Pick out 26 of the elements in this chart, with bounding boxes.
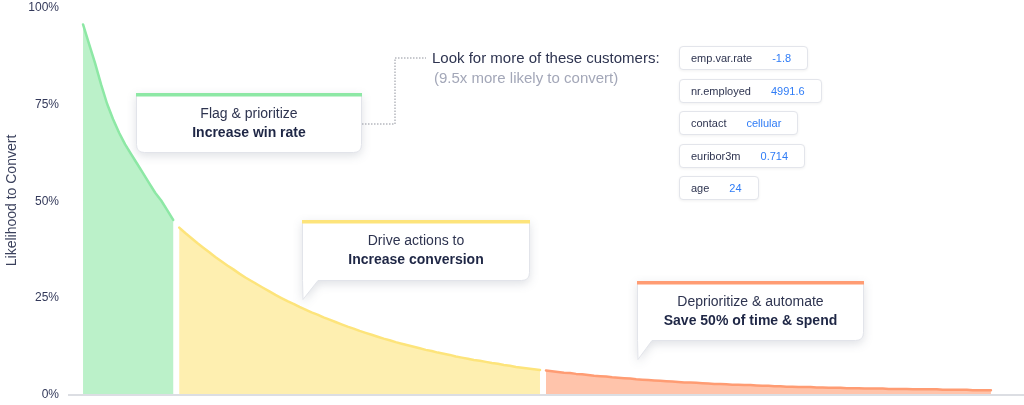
annotation: emp.var.rate: [691, 52, 753, 64]
y-tick-label: 50%: [34, 193, 60, 208]
annotation: cellular: [746, 117, 782, 129]
tag-box: age 24: [679, 176, 759, 200]
annotation: nr.employed: [691, 84, 751, 97]
annotation: euribor3m: [691, 149, 741, 162]
tag-box: contact cellular: [679, 111, 799, 135]
annotation: (9.5x more likely to convert): [434, 69, 619, 87]
annotation: 24: [729, 182, 742, 194]
tag-box: nr.employed 4991.6: [679, 78, 822, 103]
y-tick-label: 0%: [41, 387, 60, 402]
y-tick-label: 25%: [34, 290, 60, 305]
y-tick-label: 75%: [34, 96, 60, 111]
y-axis-title: Likelihood to Convert: [2, 134, 19, 267]
annotation: age: [691, 182, 710, 194]
annotation: 4991.6: [770, 84, 805, 97]
y-tick-label: 100%: [28, 0, 60, 15]
tag-box: euribor3m 0.714: [679, 143, 806, 168]
annotation: contact: [691, 117, 727, 129]
annotation: Deprioritize & automate Save 50% of time & spend: [663, 292, 838, 328]
annotation: -1.8: [772, 52, 792, 64]
annotation: Flag & prioritize Increase win rate: [192, 104, 306, 140]
annotation: Drive actions to Increase conversion: [348, 232, 484, 267]
annotation: Look for more of these customers:: [432, 49, 660, 67]
annotation: 0.714: [760, 149, 789, 162]
tag-box: emp.var.rate -1.8: [679, 46, 809, 70]
